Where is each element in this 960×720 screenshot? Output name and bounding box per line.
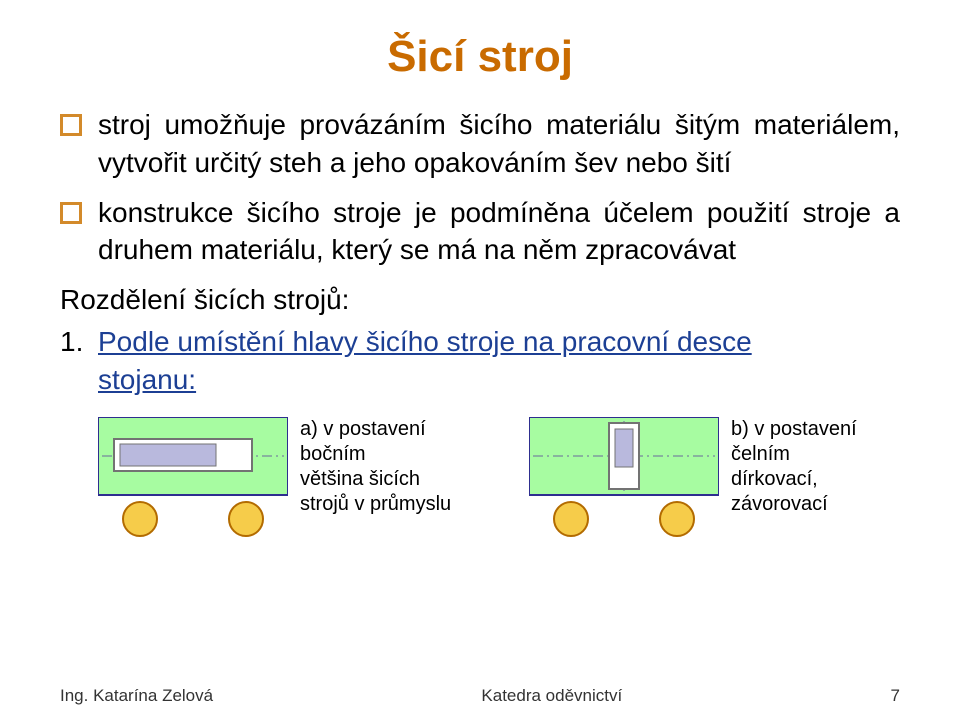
footer-page-number: 7	[891, 686, 900, 706]
caption-b-title: b) v postavení čelním	[731, 417, 900, 467]
bullet-square-icon	[60, 202, 82, 224]
diagram-b-svg	[529, 417, 719, 537]
bullet-2-text: konstrukce šicího stroje je podmíněna úč…	[98, 194, 900, 270]
list-number: 1.	[60, 323, 98, 361]
footer: Ing. Katarína Zelová Katedra oděvnictví …	[0, 686, 960, 706]
numbered-text: Podle umístění hlavy šicího stroje na pr…	[98, 323, 900, 399]
body-content: stroj umožňuje provázáním šicího materiá…	[60, 106, 900, 537]
footer-department: Katedra oděvnictví	[481, 686, 622, 706]
link-text-pre: Podle umístění hlavy šicího stroje na pr…	[98, 326, 752, 357]
diagram-row: a) v postavení bočním většina šicích str…	[60, 417, 900, 537]
bullet-1-text: stroj umožňuje provázáním šicího materiá…	[98, 106, 900, 182]
slide-title: Šicí stroj	[60, 32, 900, 82]
caption-a-title: a) v postavení bočním	[300, 417, 469, 467]
bullet-square-icon	[60, 114, 82, 136]
subheading: Rozdělení šicích strojů:	[60, 281, 900, 319]
slide: Šicí stroj stroj umožňuje provázáním šic…	[0, 0, 960, 720]
diagram-b-col: b) v postavení čelním dírkovací, závorov…	[529, 417, 900, 537]
diagram-a-svg	[98, 417, 288, 537]
footer-author: Ing. Katarína Zelová	[60, 686, 213, 706]
bullet-2: konstrukce šicího stroje je podmíněna úč…	[60, 194, 900, 270]
caption-b: b) v postavení čelním dírkovací, závorov…	[731, 417, 900, 517]
bullet-1: stroj umožňuje provázáním šicího materiá…	[60, 106, 900, 182]
caption-b-sub: dírkovací, závorovací	[731, 467, 900, 517]
diagram-a-col: a) v postavení bočním většina šicích str…	[98, 417, 469, 537]
caption-a: a) v postavení bočním většina šicích str…	[300, 417, 469, 517]
link-text-word: stojanu:	[98, 364, 196, 395]
caption-a-sub: většina šicích strojů v průmyslu	[300, 467, 469, 517]
numbered-item-1: 1. Podle umístění hlavy šicího stroje na…	[60, 323, 900, 399]
